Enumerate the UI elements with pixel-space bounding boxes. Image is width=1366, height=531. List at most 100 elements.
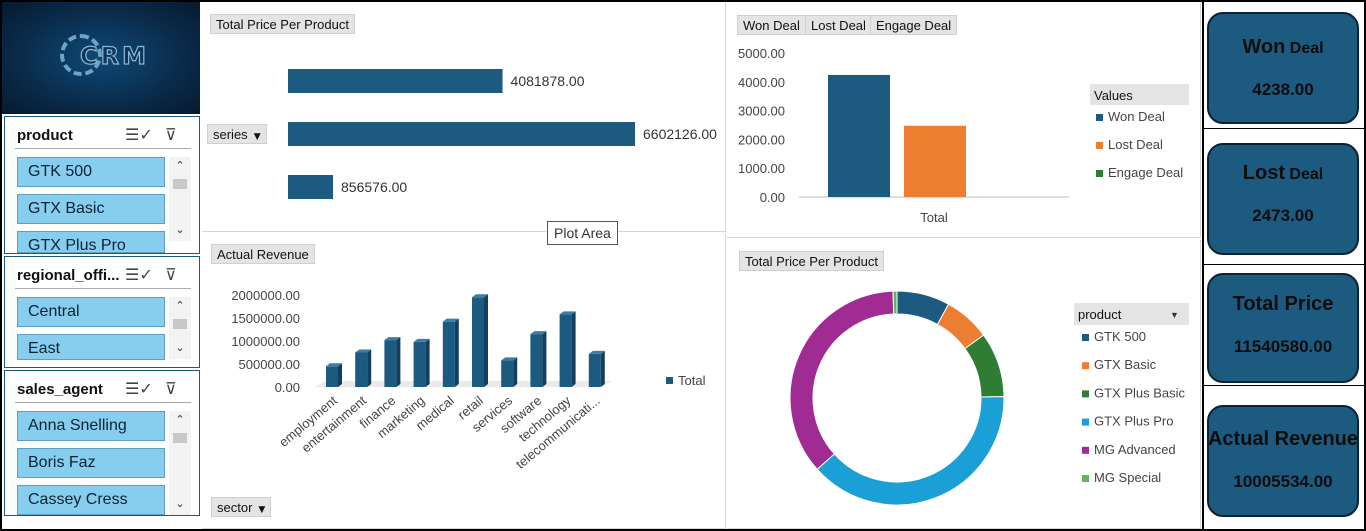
y-tick-label: 1000.00 [738, 161, 785, 176]
column-side [542, 331, 547, 387]
slicer-header: regional_offi... ☰✓ ⊽ [15, 263, 191, 289]
sector-filter-button[interactable]: sector ▼ [211, 497, 272, 517]
column-side [396, 337, 401, 387]
column-top [326, 363, 342, 367]
kpi-label-main: Lost [1242, 162, 1285, 184]
column-top [355, 349, 372, 353]
product-slicer[interactable]: product ☰✓ ⊽ GTK 500 GTX Basic GTX Plus … [4, 116, 200, 254]
scroll-up-icon[interactable]: ⌃ [175, 299, 185, 312]
series-filter-label: series [213, 127, 248, 142]
multi-select-icon[interactable]: ☰✓ [125, 379, 153, 398]
scroll-thumb[interactable] [173, 319, 187, 329]
scroll-up-icon[interactable]: ⌃ [175, 413, 185, 426]
slicer-item[interactable]: GTK 500 [17, 157, 165, 187]
slicer-item[interactable]: GTX Basic [17, 194, 165, 224]
legend-label: Engage Deal [1108, 165, 1183, 180]
y-tick-label: 500000.00 [239, 357, 300, 372]
scrollbar[interactable]: ⌃ ⌄ [169, 157, 191, 241]
scroll-down-icon[interactable]: ⌄ [175, 223, 185, 236]
legend-swatch [1096, 142, 1103, 149]
clear-filter-icon[interactable]: ⊽ [165, 265, 177, 284]
won-deal-button[interactable]: Won Deal [737, 15, 806, 35]
donut-slice [964, 334, 1005, 398]
engage-deal-button[interactable]: Engage Deal [870, 15, 958, 35]
dropdown-arrow-icon[interactable]: ▼ [253, 132, 261, 142]
column-side [367, 349, 372, 387]
column-top [442, 318, 459, 322]
y-tick-label: 0.00 [760, 190, 785, 205]
y-tick-label: 1000000.00 [231, 334, 300, 349]
chart-area-deals [727, 2, 1201, 238]
price-bar-chart: 4081878.00 6602126.00 856576.00 [288, 69, 717, 199]
bar [288, 175, 334, 199]
series-filter-button[interactable]: series ▼ [207, 124, 267, 144]
column-top [501, 357, 518, 361]
column [355, 352, 368, 387]
scroll-down-icon[interactable]: ⌄ [175, 497, 185, 510]
column-side [454, 318, 459, 387]
scroll-up-icon[interactable]: ⌃ [175, 159, 185, 172]
chart-title-price[interactable]: Total Price Per Product [210, 14, 355, 34]
y-tick-label: 3000.00 [738, 104, 785, 119]
column-side [513, 357, 518, 387]
legend-swatch [1096, 170, 1103, 177]
legend-swatch [1096, 114, 1103, 121]
y-tick-label: 4000.00 [738, 75, 785, 90]
column-top [472, 294, 488, 298]
crm-logo: CRM [2, 2, 200, 114]
scrollbar[interactable]: ⌃ ⌄ [169, 411, 191, 515]
y-tick-label: 2000.00 [738, 132, 785, 147]
scroll-down-icon[interactable]: ⌄ [175, 341, 185, 354]
slicer-title: regional_offi... [17, 267, 120, 284]
regional-office-slicer[interactable]: regional_offi... ☰✓ ⊽ Central East ⌃ ⌄ [4, 256, 200, 368]
scroll-thumb[interactable] [173, 179, 187, 189]
bar [288, 122, 635, 146]
column [588, 353, 601, 387]
slicer-item[interactable]: Central [17, 297, 165, 327]
multi-select-icon[interactable]: ☰✓ [125, 125, 153, 144]
legend-title-box [1074, 303, 1189, 325]
slicer-item[interactable]: Anna Snelling [17, 411, 165, 441]
column-top [530, 331, 547, 335]
sales-agent-slicer[interactable]: sales_agent ☰✓ ⊽ Anna Snelling Boris Faz… [4, 370, 200, 516]
slicer-item[interactable]: East [17, 334, 165, 360]
column [384, 340, 397, 387]
kpi-divider [1204, 264, 1364, 265]
plot-area-tooltip: Plot Area [547, 221, 618, 245]
slicer-header: product ☰✓ ⊽ [15, 123, 191, 149]
kpi-divider [1204, 385, 1364, 386]
legend-label: MG Advanced [1094, 442, 1176, 457]
column [828, 74, 890, 197]
clear-filter-icon[interactable]: ⊽ [165, 125, 177, 144]
logo-text: CRM [79, 41, 149, 70]
kpi-divider [1204, 128, 1364, 129]
chart-title-donut[interactable]: Total Price Per Product [739, 251, 884, 271]
gear-icon [60, 34, 102, 76]
column-side [338, 363, 342, 387]
legend-swatch [1082, 446, 1089, 454]
column [501, 360, 514, 387]
column-top [588, 350, 605, 354]
multi-select-icon[interactable]: ☰✓ [125, 265, 153, 284]
clear-filter-icon[interactable]: ⊽ [165, 379, 177, 398]
slicer-item[interactable]: Boris Faz [17, 448, 165, 478]
kpi-label-main: Actual Revenue [1207, 428, 1359, 450]
legend-swatch [1082, 418, 1089, 426]
slicer-item[interactable]: GTX Plus Pro [17, 231, 165, 253]
lost-deal-button[interactable]: Lost Deal [805, 15, 872, 35]
column [904, 125, 966, 197]
legend-label: GTK 500 [1094, 329, 1146, 344]
scrollbar[interactable]: ⌃ ⌄ [169, 297, 191, 359]
column-side [484, 294, 488, 387]
dropdown-arrow-icon[interactable]: ▼ [258, 505, 266, 515]
legend-swatch [1082, 362, 1089, 370]
column-top [559, 311, 576, 315]
scroll-thumb[interactable] [173, 433, 187, 443]
legend-label: MG Special [1094, 470, 1161, 485]
chart-title-revenue[interactable]: Actual Revenue [211, 244, 315, 264]
slicer-item[interactable]: Cassey Cress [17, 485, 165, 515]
y-tick-label: 2000000.00 [231, 288, 300, 303]
legend-label: GTX Plus Basic [1094, 385, 1186, 400]
lost-deal-card: Lost Deal 2473.00 [1207, 143, 1359, 255]
